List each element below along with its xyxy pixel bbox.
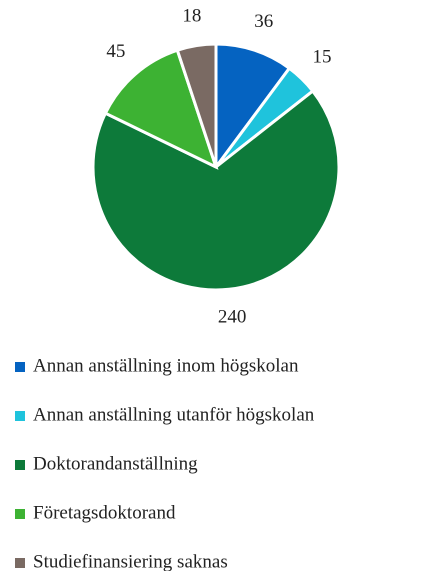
legend-swatch (15, 411, 25, 421)
legend-label: Annan anställning utanför högskolan (33, 404, 315, 425)
legend-swatch (15, 558, 25, 568)
pie-slice (91, 88, 341, 292)
pie-slice (103, 48, 219, 170)
legend-swatch (15, 509, 25, 519)
legend-label: Företagsdoktorand (33, 502, 176, 523)
pie-slice (214, 42, 292, 172)
legend-label: Studiefinansiering saknas (33, 551, 228, 571)
legend-swatch (15, 460, 25, 470)
data-label: 45 (106, 41, 125, 62)
legend-label: Annan anställning inom högskolan (33, 355, 299, 376)
data-label: 15 (313, 46, 332, 67)
data-label: 240 (218, 306, 247, 327)
legend-swatch (15, 362, 25, 372)
data-label: 36 (254, 11, 273, 32)
legend-label: Doktorandanställning (33, 453, 198, 474)
pie-slice (175, 42, 218, 168)
data-label: 18 (182, 5, 201, 26)
